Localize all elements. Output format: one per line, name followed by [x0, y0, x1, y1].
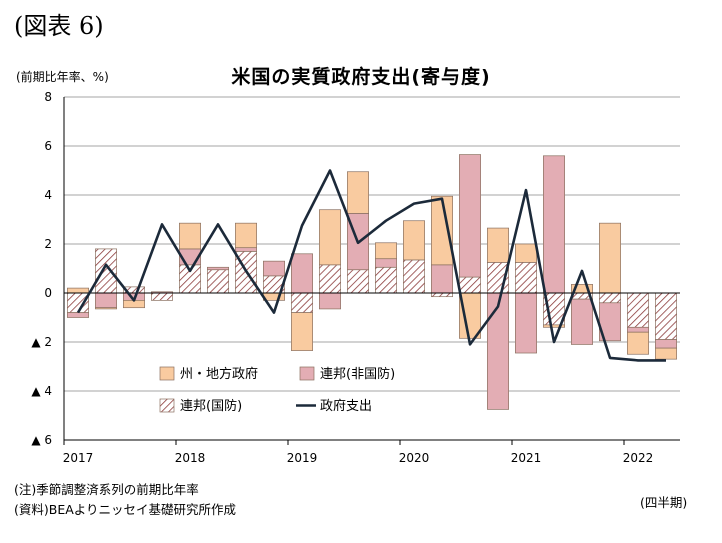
bar-segment	[431, 195, 453, 266]
bar-segment	[515, 243, 537, 263]
bar-segment	[459, 154, 481, 278]
bar-segment	[319, 292, 341, 310]
y-tick-label: 2	[44, 237, 52, 251]
bar-segment	[403, 259, 425, 294]
x-tick-label: 2017	[63, 451, 94, 465]
legend: 州・地方政府 連邦(非国防) 連邦(国防) 政府支出	[159, 366, 395, 414]
bar-segment	[263, 260, 285, 277]
note-data-source: (資料)BEAよりニッセイ基礎研究所作成	[14, 502, 237, 517]
y-tick-label: ▲ 2	[31, 335, 52, 349]
bar-segment	[347, 171, 369, 214]
bar-segment	[431, 264, 453, 294]
bar-segment	[67, 292, 89, 313]
bar-segment	[515, 292, 537, 354]
x-tick-label: 2018	[175, 451, 206, 465]
bar-segment	[375, 258, 397, 268]
y-tick-label: ▲ 4	[31, 384, 52, 398]
y-tick-label: ▲ 6	[31, 433, 52, 447]
bar-segment	[543, 155, 565, 294]
bar-segment	[291, 253, 313, 294]
bar-segment	[95, 248, 117, 294]
bar-segment	[235, 222, 257, 249]
line-government-spending	[76, 169, 666, 362]
bar-segment	[487, 227, 509, 263]
bar-segment	[95, 292, 117, 309]
bar-segment	[291, 292, 313, 313]
bar-segment	[207, 269, 229, 294]
line-series	[76, 169, 666, 362]
legend-label: 州・地方政府	[180, 366, 258, 382]
y-tick-label: 4	[44, 188, 52, 202]
bar-segment	[431, 292, 453, 298]
axes	[63, 97, 680, 445]
bar-segment	[375, 242, 397, 260]
legend-swatch	[159, 366, 175, 381]
chart: 8 6 4 2 0 ▲ 2 ▲ 4 ▲ 6 2017 2018 2019 2020 2021 2022 州…	[31, 90, 680, 465]
bar-segment	[95, 307, 117, 310]
bar-segment	[235, 247, 257, 252]
x-tick-label: 2020	[399, 451, 430, 465]
bar-segment	[627, 326, 649, 333]
legend-label: 連邦(国防)	[180, 398, 242, 414]
bar-segment	[655, 347, 677, 360]
bar-segment	[599, 222, 621, 294]
bar-segment	[291, 312, 313, 351]
bar-segment	[459, 276, 481, 294]
x-tick-label: 2022	[623, 451, 654, 465]
bar-segment	[207, 266, 229, 271]
bar-segment	[543, 324, 565, 328]
bar-segment	[655, 292, 677, 340]
bar-segment	[655, 339, 677, 349]
bar-segment	[319, 209, 341, 266]
grid-lines	[64, 96, 680, 441]
y-tick-label: 0	[44, 286, 52, 300]
tick-labels: 8 6 4 2 0 ▲ 2 ▲ 4 ▲ 6 2017 2018 2019 2020 2021 2022	[31, 90, 653, 465]
bar-segment	[67, 312, 89, 318]
y-tick-label: 8	[44, 90, 52, 104]
bar-segment	[347, 269, 369, 294]
x-tick-label: 2019	[287, 451, 318, 465]
bar-segment	[179, 222, 201, 250]
chart-title: 米国の実質政府支出(寄与度)	[231, 66, 491, 88]
bar-segment	[151, 292, 173, 301]
bar-segment	[627, 292, 649, 328]
note-source-definition: (注)季節調整済系列の前期比年率	[14, 482, 199, 497]
y-tick-label: 6	[44, 139, 52, 153]
bar-segment	[67, 287, 89, 294]
legend-swatch	[159, 398, 175, 413]
x-tick-label: 2021	[511, 451, 542, 465]
bar-segment	[487, 292, 509, 410]
y-axis-unit-label: (前期比年率、%)	[16, 70, 109, 84]
legend-swatch	[299, 366, 315, 381]
figure-label: (図表 6)	[14, 12, 104, 40]
legend-label: 政府支出	[320, 399, 372, 414]
bar-segment	[375, 266, 397, 294]
bar-segment	[627, 331, 649, 355]
bar-segment	[319, 264, 341, 294]
bar-segment	[515, 262, 537, 294]
legend-label: 連邦(非国防)	[320, 366, 395, 382]
bar-segment	[403, 220, 425, 261]
x-axis-period-label: (四半期)	[640, 495, 688, 510]
bar-segment	[571, 298, 593, 345]
bar-segment	[599, 292, 621, 304]
